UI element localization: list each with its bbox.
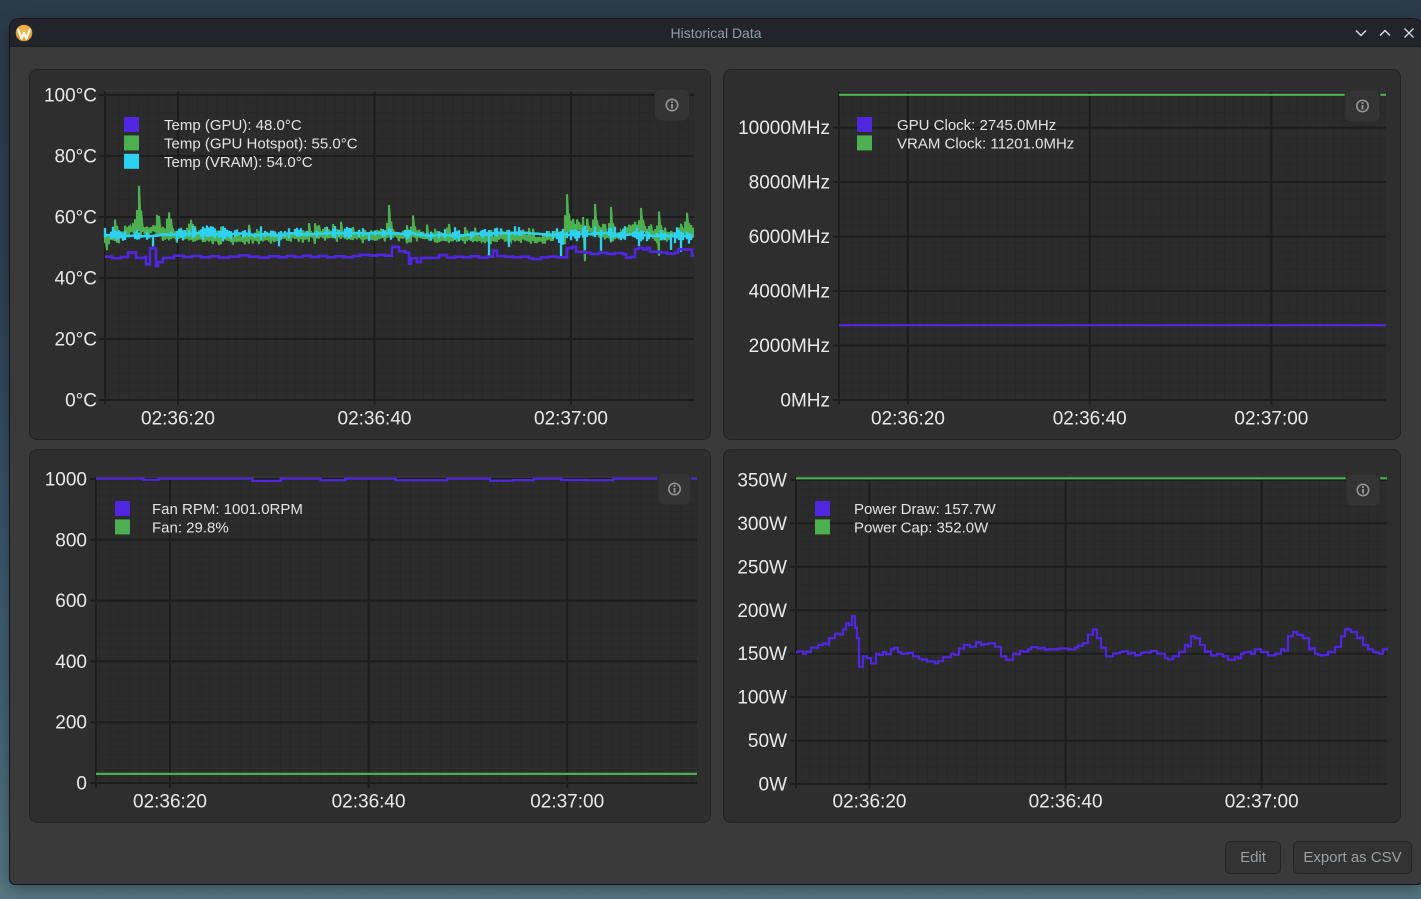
svg-text:40°C: 40°C — [55, 269, 97, 290]
svg-text:1000: 1000 — [45, 470, 87, 491]
svg-text:0MHz: 0MHz — [780, 391, 830, 412]
svg-text:Power Cap: 352.0W: Power Cap: 352.0W — [854, 519, 989, 536]
svg-text:02:36:40: 02:36:40 — [1029, 792, 1103, 813]
svg-text:20°C: 20°C — [55, 330, 97, 351]
svg-text:0: 0 — [76, 774, 87, 795]
svg-text:Temp (GPU Hotspot): 55.0°C: Temp (GPU Hotspot): 55.0°C — [164, 135, 358, 152]
svg-text:Fan: 29.8%: Fan: 29.8% — [152, 519, 229, 536]
svg-text:2000MHz: 2000MHz — [749, 336, 830, 357]
svg-text:02:37:00: 02:37:00 — [1234, 409, 1308, 430]
svg-text:02:36:40: 02:36:40 — [338, 409, 412, 430]
svg-text:10000MHz: 10000MHz — [738, 118, 830, 139]
svg-text:4000MHz: 4000MHz — [749, 282, 830, 303]
svg-text:02:37:00: 02:37:00 — [1225, 792, 1299, 813]
svg-text:250W: 250W — [737, 557, 787, 578]
svg-text:350W: 350W — [737, 470, 787, 491]
svg-text:60°C: 60°C — [55, 208, 97, 229]
svg-text:Temp (GPU): 48.0°C: Temp (GPU): 48.0°C — [164, 117, 302, 134]
svg-text:6000MHz: 6000MHz — [749, 227, 830, 248]
svg-text:200: 200 — [55, 713, 87, 734]
svg-text:VRAM Clock: 11201.0MHz: VRAM Clock: 11201.0MHz — [897, 135, 1074, 152]
svg-text:GPU Clock: 2745.0MHz: GPU Clock: 2745.0MHz — [897, 117, 1056, 134]
svg-text:200W: 200W — [737, 601, 787, 622]
svg-text:02:36:20: 02:36:20 — [141, 409, 215, 430]
svg-text:02:36:20: 02:36:20 — [833, 792, 907, 813]
svg-text:100W: 100W — [737, 688, 787, 709]
svg-text:8000MHz: 8000MHz — [749, 173, 830, 194]
svg-text:150W: 150W — [737, 644, 787, 665]
svg-text:Power Draw: 157.7W: Power Draw: 157.7W — [854, 501, 997, 518]
svg-text:02:36:40: 02:36:40 — [1053, 409, 1127, 430]
svg-text:02:36:40: 02:36:40 — [332, 792, 406, 813]
svg-text:800: 800 — [55, 530, 87, 551]
svg-text:02:37:00: 02:37:00 — [530, 792, 604, 813]
svg-text:Temp (VRAM): 54.0°C: Temp (VRAM): 54.0°C — [164, 154, 313, 171]
svg-text:02:36:20: 02:36:20 — [871, 409, 945, 430]
svg-text:300W: 300W — [737, 514, 787, 535]
svg-text:02:37:00: 02:37:00 — [534, 409, 608, 430]
svg-text:80°C: 80°C — [55, 147, 97, 168]
svg-text:600: 600 — [55, 591, 87, 612]
svg-text:02:36:20: 02:36:20 — [133, 792, 207, 813]
svg-text:Fan RPM: 1001.0RPM: Fan RPM: 1001.0RPM — [152, 501, 303, 518]
svg-text:100°C: 100°C — [44, 86, 97, 107]
svg-text:0W: 0W — [759, 775, 788, 796]
svg-text:400: 400 — [55, 652, 87, 673]
svg-text:0°C: 0°C — [65, 391, 97, 412]
svg-text:50W: 50W — [748, 731, 787, 752]
